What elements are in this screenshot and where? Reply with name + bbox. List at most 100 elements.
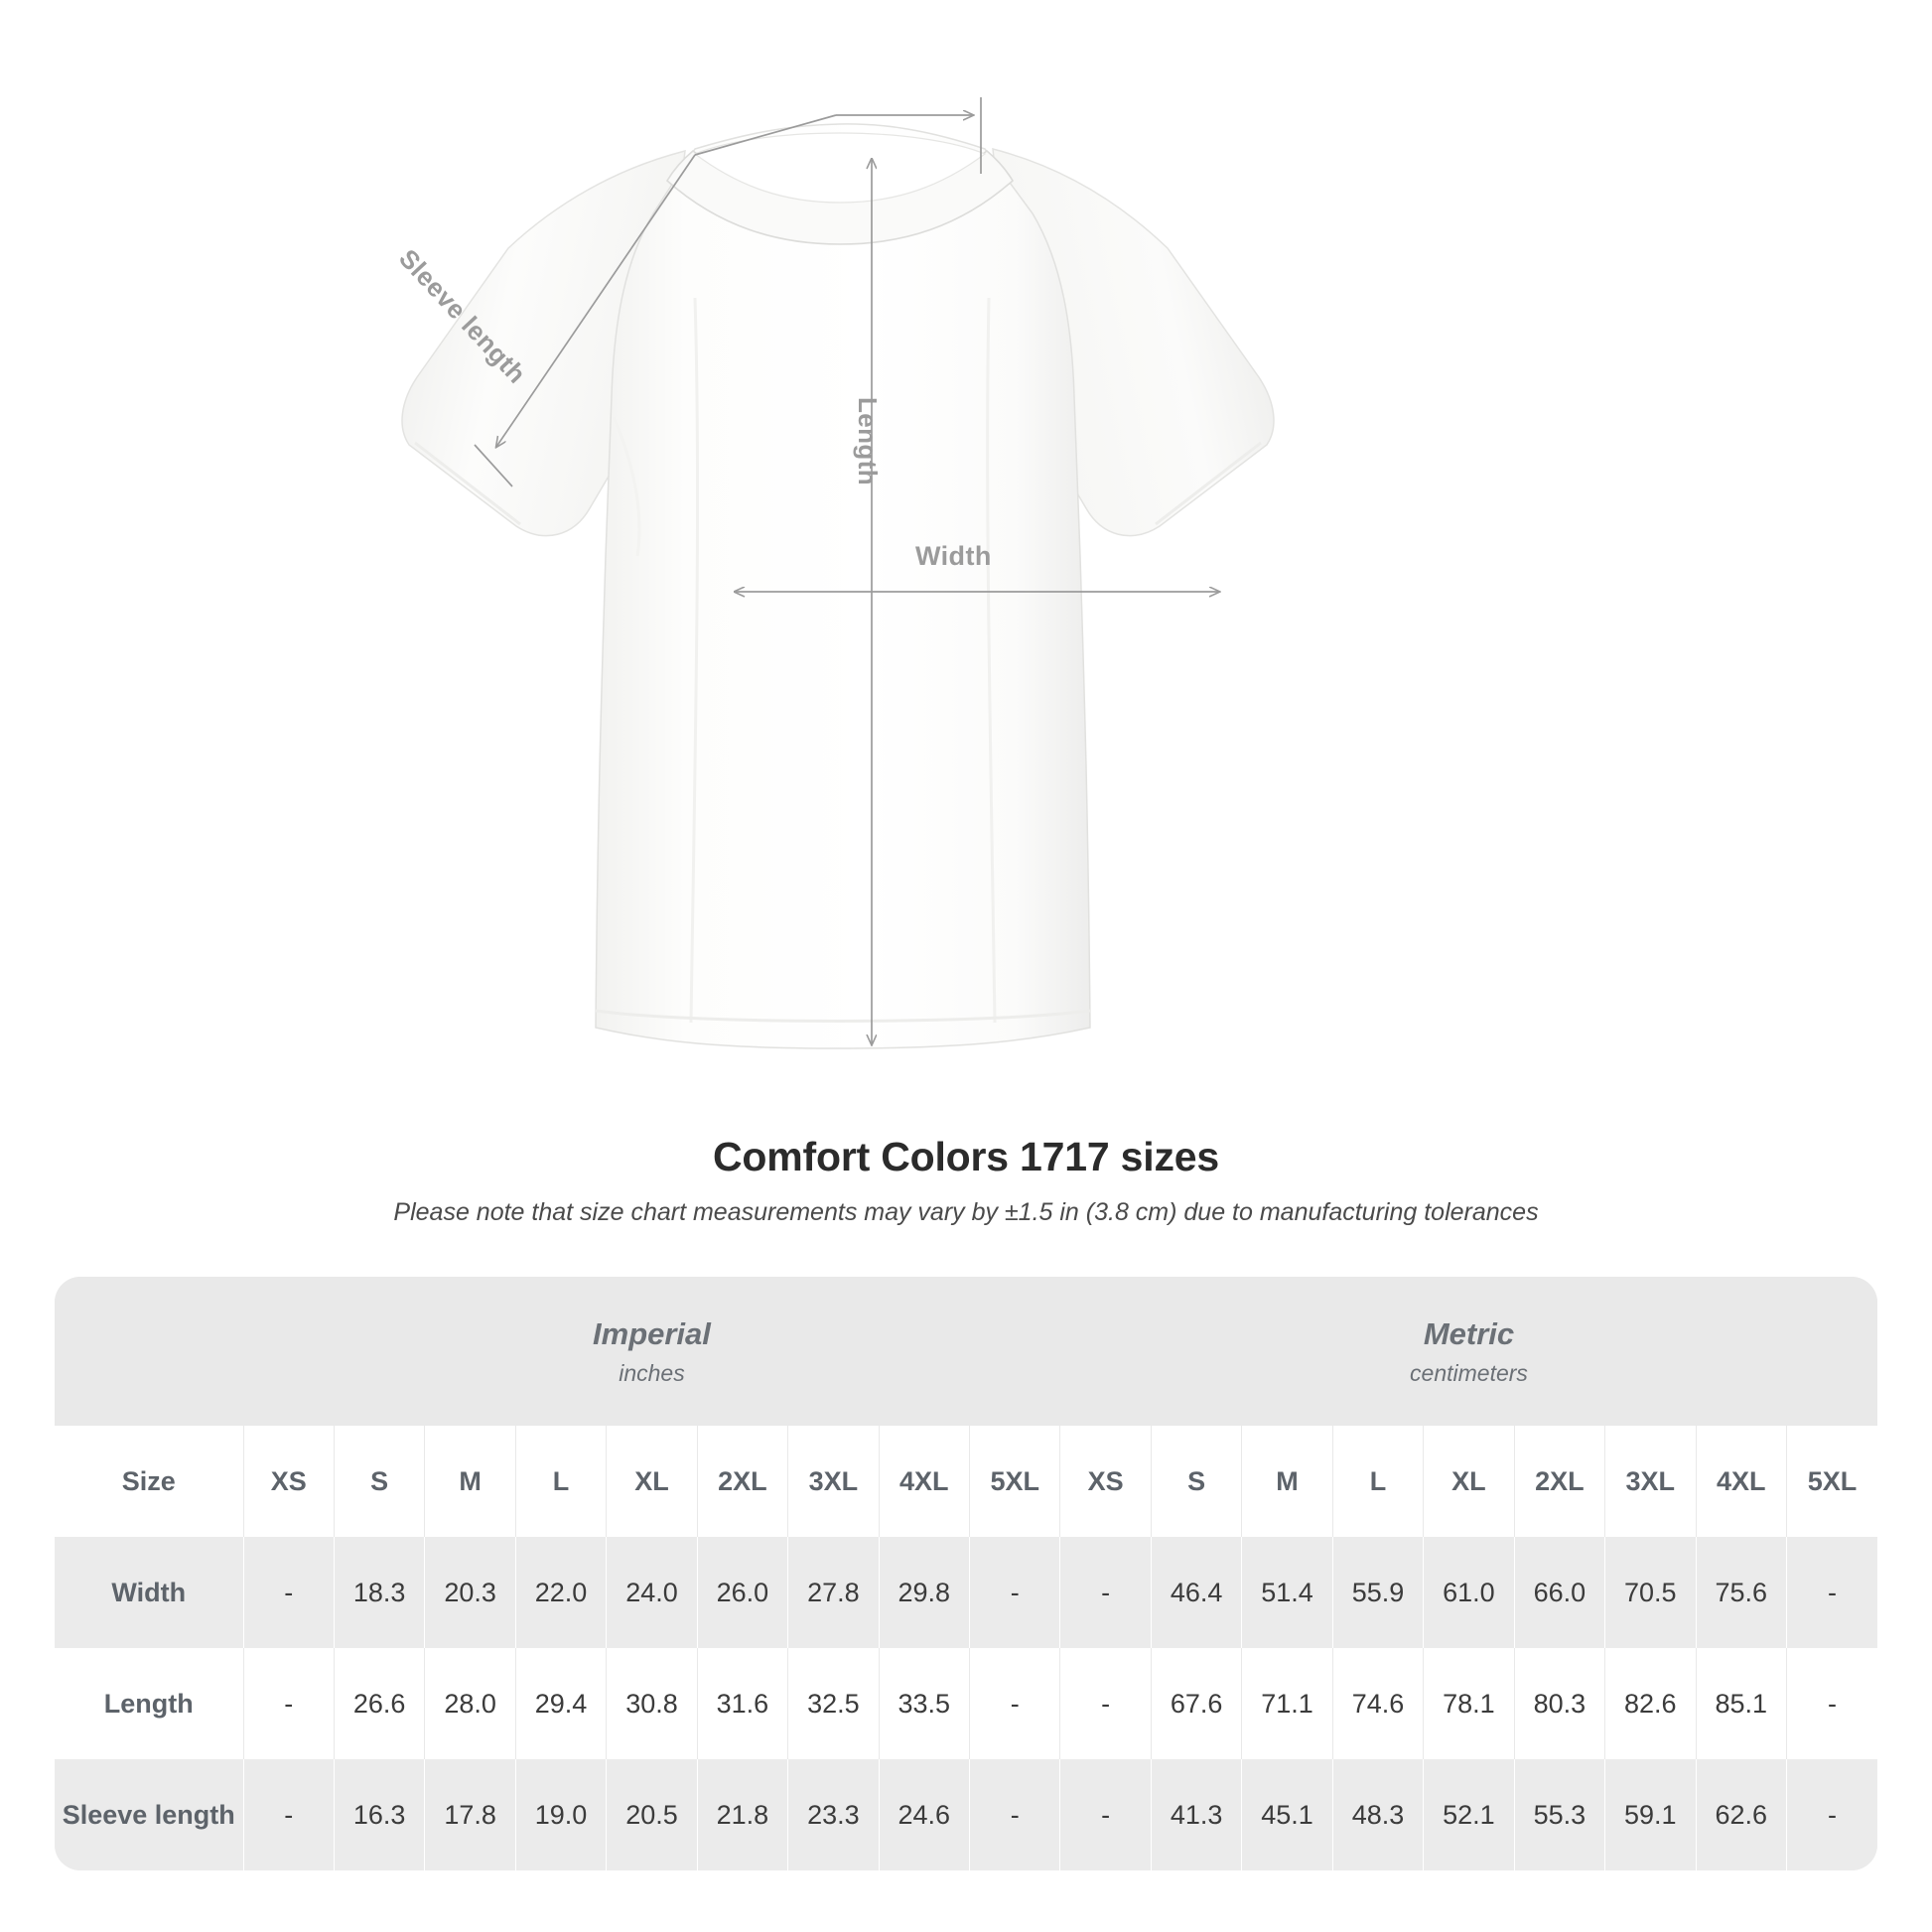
cell-length-5XL-17: - [1785, 1648, 1877, 1759]
measurement-guides [474, 97, 1219, 1044]
unit-group-sub: inches [619, 1359, 685, 1386]
column-header-2xl-5: 2XL [696, 1426, 788, 1537]
cell-sleeve-length-XL-4: 20.5 [606, 1759, 698, 1870]
cell-width-XS-9: - [1059, 1537, 1152, 1648]
column-header-m-2: M [424, 1426, 516, 1537]
cell-width-L-3: 22.0 [514, 1537, 607, 1648]
cell-width-L-12: 55.9 [1331, 1537, 1424, 1648]
cell-length-M-2: 28.0 [424, 1648, 516, 1759]
cell-sleeve-length-3XL-6: 23.3 [787, 1759, 880, 1870]
cell-length-XS-9: - [1059, 1648, 1152, 1759]
title-block: Comfort Colors 1717 sizes Please note th… [0, 1132, 1932, 1229]
cell-width-M-11: 51.4 [1241, 1537, 1333, 1648]
sleeve-leader-top [694, 97, 982, 174]
cell-length-L-12: 74.6 [1331, 1648, 1424, 1759]
cell-sleeve-length-2XL-14: 55.3 [1513, 1759, 1605, 1870]
cell-sleeve-length-2XL-5: 21.8 [696, 1759, 788, 1870]
cell-sleeve-length-L-12: 48.3 [1331, 1759, 1424, 1870]
page-title: Comfort Colors 1717 sizes [713, 1134, 1219, 1179]
column-header-xl-4: XL [606, 1426, 698, 1537]
table-row: Sleeve length -16.3 17.8 19.0 20.5 21.8 23.3 24… [55, 1759, 1877, 1870]
width-label: Width [915, 541, 992, 571]
column-header-s-1: S [333, 1426, 425, 1537]
size-header-cell: Size [55, 1426, 243, 1537]
length-label: Length [853, 397, 883, 486]
unit-group-metric: Metric centimeters [1059, 1277, 1877, 1426]
cell-sleeve-length-S-1: 16.3 [333, 1759, 425, 1870]
table-row: Width -18.3 20.3 22.0 24.0 26.0 27.8 29.8- -46.4… [55, 1537, 1877, 1648]
unit-group-name: Metric [1423, 1315, 1515, 1351]
cell-sleeve-length-3XL-15: 59.1 [1604, 1759, 1696, 1870]
cell-sleeve-length-4XL-16: 62.6 [1695, 1759, 1787, 1870]
cell-length-2XL-14: 80.3 [1513, 1648, 1605, 1759]
cell-length-5XL-8: - [968, 1648, 1060, 1759]
cell-width-4XL-7: 29.8 [878, 1537, 970, 1648]
row-label-length: Length [55, 1648, 243, 1759]
column-header-2xl-14: 2XL [1513, 1426, 1605, 1537]
table-row: Length -26.6 28.0 29.4 30.8 31.6 32.5 33.5- -67.… [55, 1648, 1877, 1759]
cell-width-3XL-6: 27.8 [787, 1537, 880, 1648]
cell-sleeve-length-5XL-17: - [1785, 1759, 1877, 1870]
cell-sleeve-length-XS-0: - [242, 1759, 335, 1870]
column-header-l-12: L [1331, 1426, 1424, 1537]
cell-length-3XL-6: 32.5 [787, 1648, 880, 1759]
cell-sleeve-length-M-2: 17.8 [424, 1759, 516, 1870]
column-header-row: Size XS S M L XL 2XL 3XL 4XL 5XL XS S M L XL 2XL 3XL 4XL 5… [55, 1426, 1877, 1537]
cell-width-S-10: 46.4 [1150, 1537, 1242, 1648]
cell-width-5XL-17: - [1785, 1537, 1877, 1648]
cell-length-XS-0: - [242, 1648, 335, 1759]
cell-length-S-10: 67.6 [1150, 1648, 1242, 1759]
column-header-xs-0: XS [242, 1426, 335, 1537]
cell-length-XL-13: 78.1 [1423, 1648, 1515, 1759]
cell-length-S-1: 26.6 [333, 1648, 425, 1759]
unit-group-row: Imperial inches Metric centimeters [55, 1277, 1877, 1426]
cell-length-M-11: 71.1 [1241, 1648, 1333, 1759]
page-subtitle: Please note that size chart measurements… [393, 1198, 1539, 1227]
cell-sleeve-length-XS-9: - [1059, 1759, 1152, 1870]
row-label-sleeve-length: Sleeve length [55, 1759, 243, 1870]
column-header-3xl-6: 3XL [787, 1426, 880, 1537]
cell-sleeve-length-S-10: 41.3 [1150, 1759, 1242, 1870]
cell-width-XL-13: 61.0 [1423, 1537, 1515, 1648]
cell-length-4XL-16: 85.1 [1695, 1648, 1787, 1759]
column-header-5xl-8: 5XL [968, 1426, 1060, 1537]
cell-width-5XL-8: - [968, 1537, 1060, 1648]
sleeve-length-arrow [474, 154, 696, 487]
column-header-xl-13: XL [1423, 1426, 1515, 1537]
size-chart-panel: Imperial inches Metric centimeters Size XS S M L… [55, 1277, 1877, 1870]
cell-width-S-1: 18.3 [333, 1537, 425, 1648]
column-header-l-3: L [514, 1426, 607, 1537]
cell-sleeve-length-5XL-8: - [968, 1759, 1060, 1870]
unit-group-name: Imperial [593, 1315, 711, 1351]
unit-group-imperial: Imperial inches [243, 1277, 1060, 1426]
cell-width-M-2: 20.3 [424, 1537, 516, 1648]
cell-width-4XL-16: 75.6 [1695, 1537, 1787, 1648]
cell-width-2XL-14: 66.0 [1513, 1537, 1605, 1648]
column-header-s-10: S [1150, 1426, 1242, 1537]
column-header-4xl-7: 4XL [878, 1426, 970, 1537]
column-header-4xl-16: 4XL [1695, 1426, 1787, 1537]
cell-length-3XL-15: 82.6 [1604, 1648, 1696, 1759]
column-header-xs-9: XS [1059, 1426, 1152, 1537]
cell-width-XS-0: - [242, 1537, 335, 1648]
cell-sleeve-length-XL-13: 52.1 [1423, 1759, 1515, 1870]
unit-group-spacer [55, 1277, 243, 1426]
tshirt-shape [401, 123, 1275, 1049]
cell-length-2XL-5: 31.6 [696, 1648, 788, 1759]
unit-group-sub: centimeters [1410, 1359, 1528, 1386]
row-label-width: Width [55, 1537, 243, 1648]
cell-width-2XL-5: 26.0 [696, 1537, 788, 1648]
cell-sleeve-length-4XL-7: 24.6 [878, 1759, 970, 1870]
size-chart-table: Imperial inches Metric centimeters Size XS S M L… [55, 1277, 1877, 1870]
cell-length-4XL-7: 33.5 [878, 1648, 970, 1759]
cell-length-L-3: 29.4 [514, 1648, 607, 1759]
cell-width-XL-4: 24.0 [606, 1537, 698, 1648]
column-header-m-11: M [1241, 1426, 1333, 1537]
cell-width-3XL-15: 70.5 [1604, 1537, 1696, 1648]
column-header-5xl-17: 5XL [1785, 1426, 1877, 1537]
column-header-3xl-15: 3XL [1604, 1426, 1696, 1537]
cell-sleeve-length-M-11: 45.1 [1241, 1759, 1333, 1870]
shirt-illustration: Sleeve length Length Width [393, 97, 1275, 1049]
shirt-diagram-svg [401, 97, 1275, 1049]
cell-length-XL-4: 30.8 [606, 1648, 698, 1759]
